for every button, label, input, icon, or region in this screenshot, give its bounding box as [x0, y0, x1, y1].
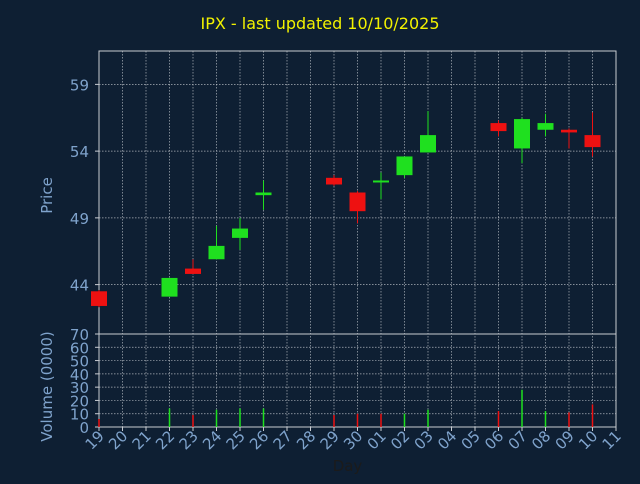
grid-lines	[99, 51, 616, 427]
volume-tick-label: 20	[70, 392, 89, 410]
candle-body	[420, 135, 436, 153]
candle-body	[561, 129, 577, 133]
candle-up	[232, 217, 248, 250]
day-tick-label: 27	[270, 427, 296, 453]
candle-up	[514, 117, 530, 164]
volume-bar	[215, 409, 218, 427]
candle-up	[537, 113, 554, 137]
candle-body	[255, 192, 272, 196]
candle-down	[561, 128, 577, 149]
volume-bar	[497, 411, 500, 427]
day-tick-label: 24	[199, 427, 225, 453]
volume-bar	[380, 413, 382, 427]
candle-down	[584, 112, 601, 157]
candle-body	[326, 177, 342, 185]
volume-tick-label: 30	[70, 379, 89, 397]
day-axis-label: Day	[333, 457, 363, 475]
volume-tick-label: 50	[70, 353, 89, 371]
volume-bar	[403, 413, 406, 427]
candle-down	[490, 120, 507, 137]
day-tick-label: 03	[411, 427, 437, 453]
volume-bar	[262, 408, 265, 427]
day-tick-label: 11	[599, 427, 625, 453]
day-tick-label: 28	[293, 427, 319, 453]
day-tick-label: 07	[505, 427, 531, 453]
day-tick-label: 26	[246, 427, 272, 453]
day-tick-label: 04	[434, 427, 460, 453]
candle-body	[208, 245, 225, 260]
volume-bar	[356, 413, 359, 427]
day-tick-label: 21	[129, 427, 155, 453]
volume-tick-label: 10	[70, 406, 89, 424]
volume-bar	[239, 408, 241, 427]
candle-body	[185, 268, 201, 274]
volume-bar	[98, 419, 100, 427]
day-tick-label: 09	[552, 427, 578, 453]
price-tick-label: 44	[70, 277, 89, 295]
candle-up	[373, 172, 389, 200]
volume-bar	[521, 389, 523, 427]
day-tick-label: 25	[223, 427, 249, 453]
volume-tick-label: 40	[70, 366, 89, 384]
day-tick-label: 06	[481, 427, 507, 453]
candle-body	[91, 291, 107, 306]
volume-axis-label: Volume (0000)	[38, 331, 56, 441]
candle-down	[185, 259, 201, 274]
candle-up	[396, 156, 413, 178]
volume-bar	[427, 409, 429, 427]
day-tick-label: 01	[364, 427, 390, 453]
candle-down	[326, 175, 342, 186]
volume-panel-frame	[98, 333, 617, 428]
price-tick-label: 54	[70, 143, 89, 161]
day-tick-label: 29	[317, 427, 343, 453]
candle-up	[255, 180, 272, 210]
candle-body	[514, 119, 530, 149]
price-tick-label: 59	[70, 76, 89, 94]
day-tick-label: 08	[528, 427, 554, 453]
candle-body	[349, 192, 366, 212]
volume-bar	[333, 415, 335, 427]
candle-body	[490, 123, 507, 132]
candle-body	[373, 180, 389, 183]
price-tick-label: 49	[70, 210, 89, 228]
day-tick-label: 30	[340, 427, 366, 453]
candle-up	[420, 111, 436, 153]
volume-bar	[168, 408, 171, 427]
candle-body	[161, 277, 178, 297]
candle-body	[584, 135, 601, 148]
day-tick-label: 10	[575, 427, 601, 453]
candle-up	[161, 277, 178, 297]
volume-tick-label: 0	[79, 419, 89, 437]
candle-body	[232, 228, 248, 238]
volume-tick-label: 60	[70, 339, 89, 357]
candle-body	[396, 156, 413, 176]
day-tick-label: 20	[105, 427, 131, 453]
price-axis-label: Price	[38, 177, 56, 214]
chart-title: IPX - last updated 10/10/2025	[200, 14, 440, 33]
day-tick-label: 05	[458, 427, 484, 453]
candle-down	[349, 191, 366, 224]
day-tick-label: 23	[176, 427, 202, 453]
candle-down	[91, 289, 107, 308]
day-tick-label: 02	[387, 427, 413, 453]
candle-body	[537, 123, 554, 130]
volume-tick-label: 70	[70, 326, 89, 344]
volume-bar	[591, 404, 594, 427]
volume-bar	[568, 412, 570, 427]
volume-bar	[544, 411, 547, 427]
day-tick-label: 22	[152, 427, 178, 453]
volume-bar	[192, 415, 194, 427]
candle-up	[208, 225, 225, 260]
